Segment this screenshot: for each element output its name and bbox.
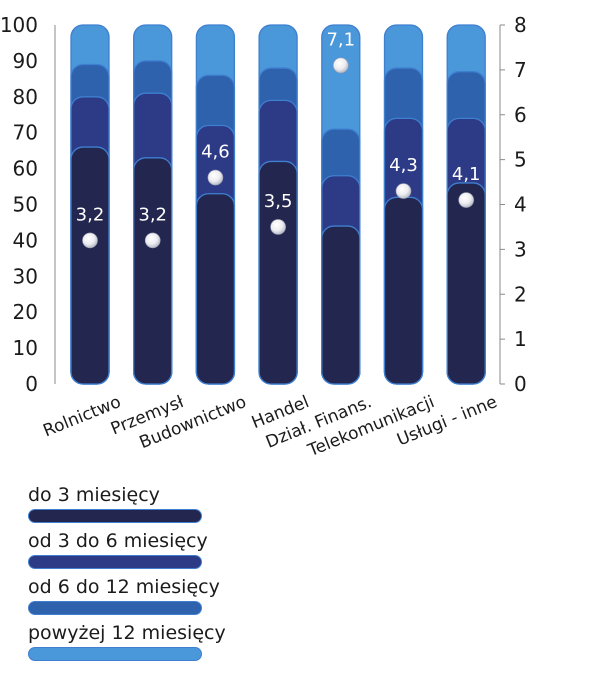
- marker-5: [395, 183, 412, 199]
- legend-swatch-1: [28, 555, 202, 569]
- y-tick-left-0: 0: [25, 372, 38, 396]
- legend-swatch-3: [28, 647, 202, 661]
- y-tick-left-1: 10: [13, 336, 38, 360]
- data-label-4: 7,1: [326, 29, 355, 50]
- marker-2: [207, 169, 224, 186]
- x-tick-label-0: Rolnictwo: [40, 392, 124, 441]
- y-tick-right-2: 2: [514, 282, 527, 306]
- marker-3: [270, 219, 286, 235]
- legend-label-0: do 3 miesięcy: [28, 484, 160, 506]
- y-tick-right-8: 8: [514, 13, 527, 37]
- legend-item-1: od 3 do 6 miesięcy: [28, 530, 226, 576]
- legend-label-3: powyżej 12 miesięcy: [28, 622, 226, 644]
- marker-6: [458, 192, 475, 208]
- bar-1-series-0: [133, 157, 173, 385]
- legend-item-2: od 6 do 12 miesięcy: [28, 576, 226, 622]
- y-tick-left-2: 20: [13, 300, 38, 324]
- marker-4: [332, 57, 349, 74]
- data-label-2: 4,6: [201, 142, 230, 163]
- chart: 0 10 20 30 40 50 60 70 80 90 100 0 1 2 3 4 5 6 7 8 Rolnictwo…: [0, 13, 527, 461]
- data-label-0: 3,2: [76, 204, 105, 225]
- y-tick-left-3: 30: [13, 264, 38, 288]
- y-tick-right-1: 1: [514, 327, 527, 351]
- legend-label-2: od 6 do 12 miesięcy: [28, 576, 220, 598]
- marker-1: [144, 232, 161, 249]
- y-tick-right-6: 6: [514, 103, 527, 127]
- legend-item-3: powyżej 12 miesięcy: [28, 622, 226, 668]
- legend-item-0: do 3 miesięcy: [28, 484, 226, 530]
- y-tick-right-5: 5: [514, 148, 527, 172]
- bar-6-series-0: [446, 182, 486, 385]
- bar-5-series-0: [383, 196, 424, 385]
- legend: do 3 miesięcy od 3 do 6 miesięcy od 6 do…: [28, 484, 226, 668]
- bar-4-series-0: [321, 225, 361, 385]
- y-tick-left-9: 90: [13, 49, 38, 73]
- y-tick-right-7: 7: [514, 58, 527, 82]
- y-tick-left-6: 60: [13, 157, 38, 181]
- y-tick-left-4: 40: [13, 228, 38, 252]
- data-label-6: 4,1: [452, 164, 481, 185]
- y-tick-right-3: 3: [514, 237, 527, 261]
- data-label-5: 4,3: [389, 155, 418, 176]
- bar-0-series-0: [70, 146, 110, 385]
- y-tick-right-0: 0: [514, 372, 527, 396]
- y-tick-left-8: 80: [13, 85, 38, 109]
- bar-2-series-0: [195, 193, 236, 385]
- marker-0: [82, 232, 98, 249]
- legend-swatch-2: [28, 601, 202, 615]
- legend-label-1: od 3 do 6 miesięcy: [28, 530, 208, 552]
- y-tick-left-7: 70: [13, 121, 38, 145]
- data-label-3: 3,5: [264, 191, 293, 212]
- y-tick-right-4: 4: [514, 193, 527, 217]
- legend-swatch-0: [28, 509, 202, 523]
- data-label-1: 3,2: [138, 204, 167, 225]
- y-tick-left-10: 100: [0, 13, 38, 37]
- y-tick-left-5: 50: [13, 193, 38, 217]
- bar-3-series-0: [258, 160, 298, 385]
